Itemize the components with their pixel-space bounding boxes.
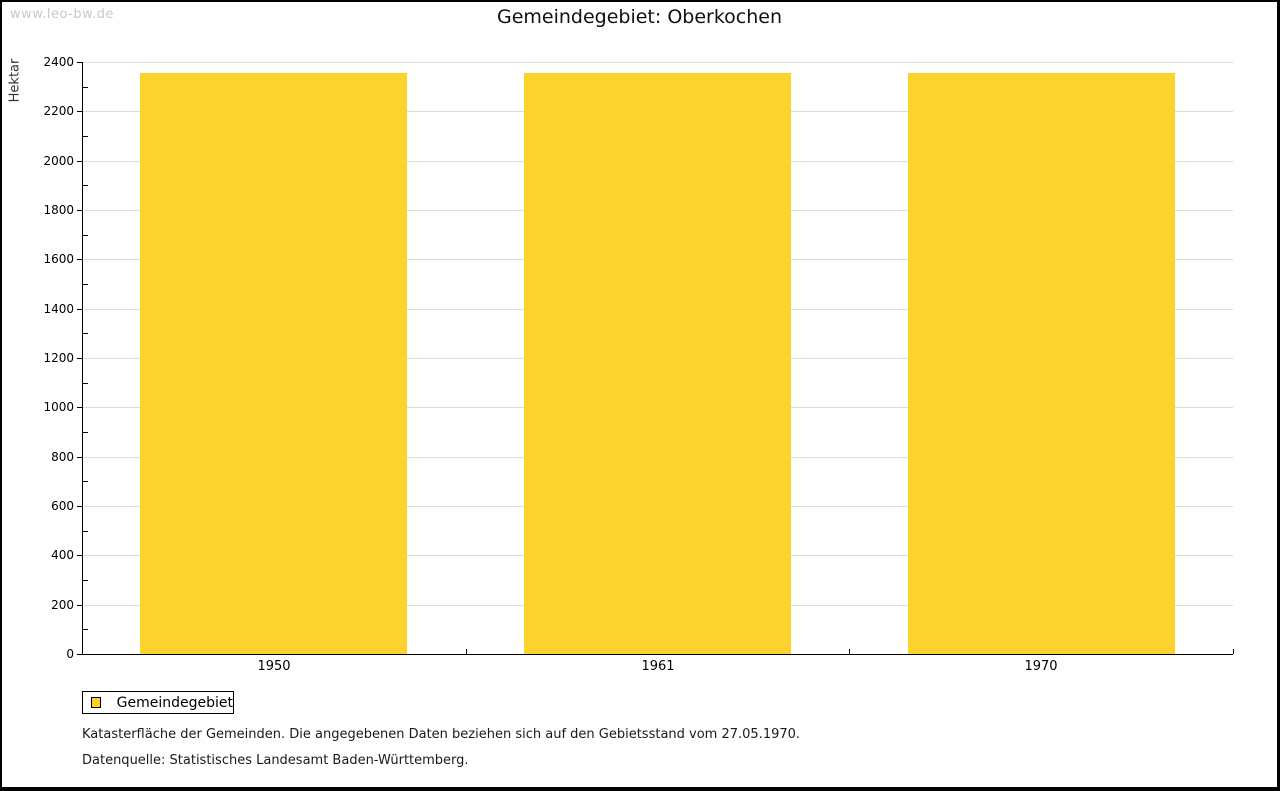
- y-axis-major-tick: [77, 309, 82, 310]
- y-axis-major-tick: [77, 161, 82, 162]
- y-axis-title: Hektar: [7, 58, 23, 103]
- y-axis-major-tick: [77, 259, 82, 260]
- y-axis-minor-tick: [83, 87, 88, 88]
- y-axis-tick-label: 600: [51, 499, 74, 513]
- y-axis-tick-label: 400: [51, 548, 74, 562]
- y-axis-major-tick: [77, 506, 82, 507]
- bar-1950: [140, 72, 407, 654]
- y-axis-tick-label: 2200: [43, 104, 74, 118]
- y-axis-minor-tick: [83, 629, 88, 630]
- y-axis-major-tick: [77, 605, 82, 606]
- bar-1970: [908, 72, 1175, 654]
- y-axis-major-tick: [77, 358, 82, 359]
- bar-1961: [524, 72, 791, 654]
- legend: Gemeindegebiet: [82, 691, 234, 714]
- plot-area: 0 200 400 600 800 1000 1200 1400 1600 1800 2000 220…: [43, 55, 1234, 674]
- y-axis-tick-label: 200: [51, 598, 74, 612]
- y-axis-tick-label: 1600: [43, 252, 74, 266]
- legend-swatch: [91, 697, 101, 708]
- y-axis-major-tick: [77, 111, 82, 112]
- legend-label: Gemeindegebiet: [116, 694, 233, 711]
- y-axis-major-tick: [77, 407, 82, 408]
- y-axis-tick-label: 0: [66, 647, 74, 661]
- y-axis-tick-label: 2400: [43, 55, 74, 69]
- x-axis-line: [82, 654, 1233, 655]
- y-axis-tick-label: 1800: [43, 203, 74, 217]
- y-axis-minor-tick: [83, 432, 88, 433]
- y-axis-minor-tick: [83, 185, 88, 186]
- y-axis-minor-tick: [83, 333, 88, 334]
- y-axis-line: [82, 62, 83, 654]
- y-axis-minor-tick: [83, 580, 88, 581]
- y-axis-minor-tick: [83, 136, 88, 137]
- y-axis-tick-label: 1400: [43, 302, 74, 316]
- y-axis-tick-label: 2000: [43, 154, 74, 168]
- x-axis-boundary-tick: [849, 649, 850, 654]
- x-axis-boundary-tick: [466, 649, 467, 654]
- y-axis-minor-tick: [83, 383, 88, 384]
- x-axis-category-label: 1961: [641, 659, 675, 674]
- x-axis-category-label: 1970: [1024, 659, 1058, 674]
- y-axis-tick-label: 1000: [43, 400, 74, 414]
- y-axis-major-tick: [77, 654, 82, 655]
- y-axis-major-tick: [77, 210, 82, 211]
- source-note: Datenquelle: Statistisches Landesamt Bad…: [82, 753, 469, 768]
- y-axis-tick-label: 1200: [43, 351, 74, 365]
- x-axis-boundary-tick: [1233, 649, 1234, 654]
- y-axis-minor-tick: [83, 235, 88, 236]
- y-axis-minor-tick: [83, 481, 88, 482]
- y-axis-major-tick: [77, 62, 82, 63]
- watermark: www.leo-bw.de: [10, 7, 114, 22]
- x-axis-category-label: 1950: [257, 659, 291, 674]
- y-axis-minor-tick: [83, 284, 88, 285]
- y-axis-major-tick: [77, 555, 82, 556]
- chart-title: Gemeindegebiet: Oberkochen: [496, 6, 783, 28]
- y-axis-minor-tick: [83, 531, 88, 532]
- footnote: Katasterfläche der Gemeinden. Die angege…: [82, 727, 801, 742]
- y-axis-major-tick: [77, 457, 82, 458]
- gridline: [83, 62, 1233, 63]
- y-axis-tick-label: 800: [51, 450, 74, 464]
